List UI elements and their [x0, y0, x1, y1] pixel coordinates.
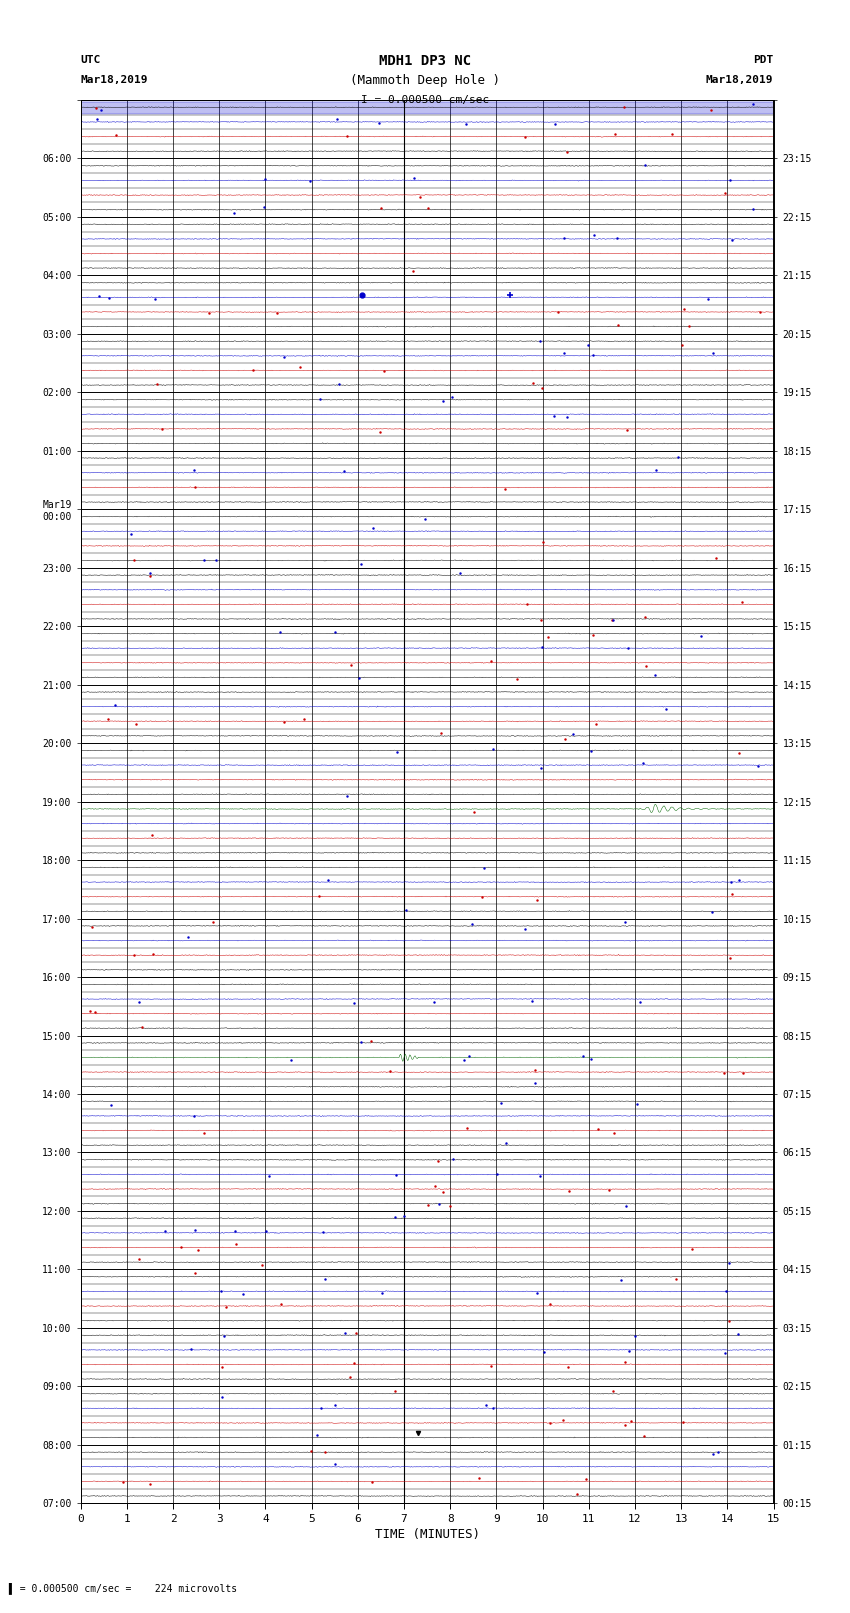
Text: ▌ = 0.000500 cm/sec =    224 microvolts: ▌ = 0.000500 cm/sec = 224 microvolts: [8, 1582, 238, 1594]
Text: PDT: PDT: [753, 55, 774, 65]
Text: (Mammoth Deep Hole ): (Mammoth Deep Hole ): [350, 74, 500, 87]
Text: I = 0.000500 cm/sec: I = 0.000500 cm/sec: [361, 95, 489, 105]
Text: Mar18,2019: Mar18,2019: [706, 76, 774, 85]
X-axis label: TIME (MINUTES): TIME (MINUTES): [375, 1528, 479, 1540]
Text: UTC: UTC: [81, 55, 101, 65]
Text: Mar18,2019: Mar18,2019: [81, 76, 148, 85]
Text: MDH1 DP3 NC: MDH1 DP3 NC: [379, 53, 471, 68]
